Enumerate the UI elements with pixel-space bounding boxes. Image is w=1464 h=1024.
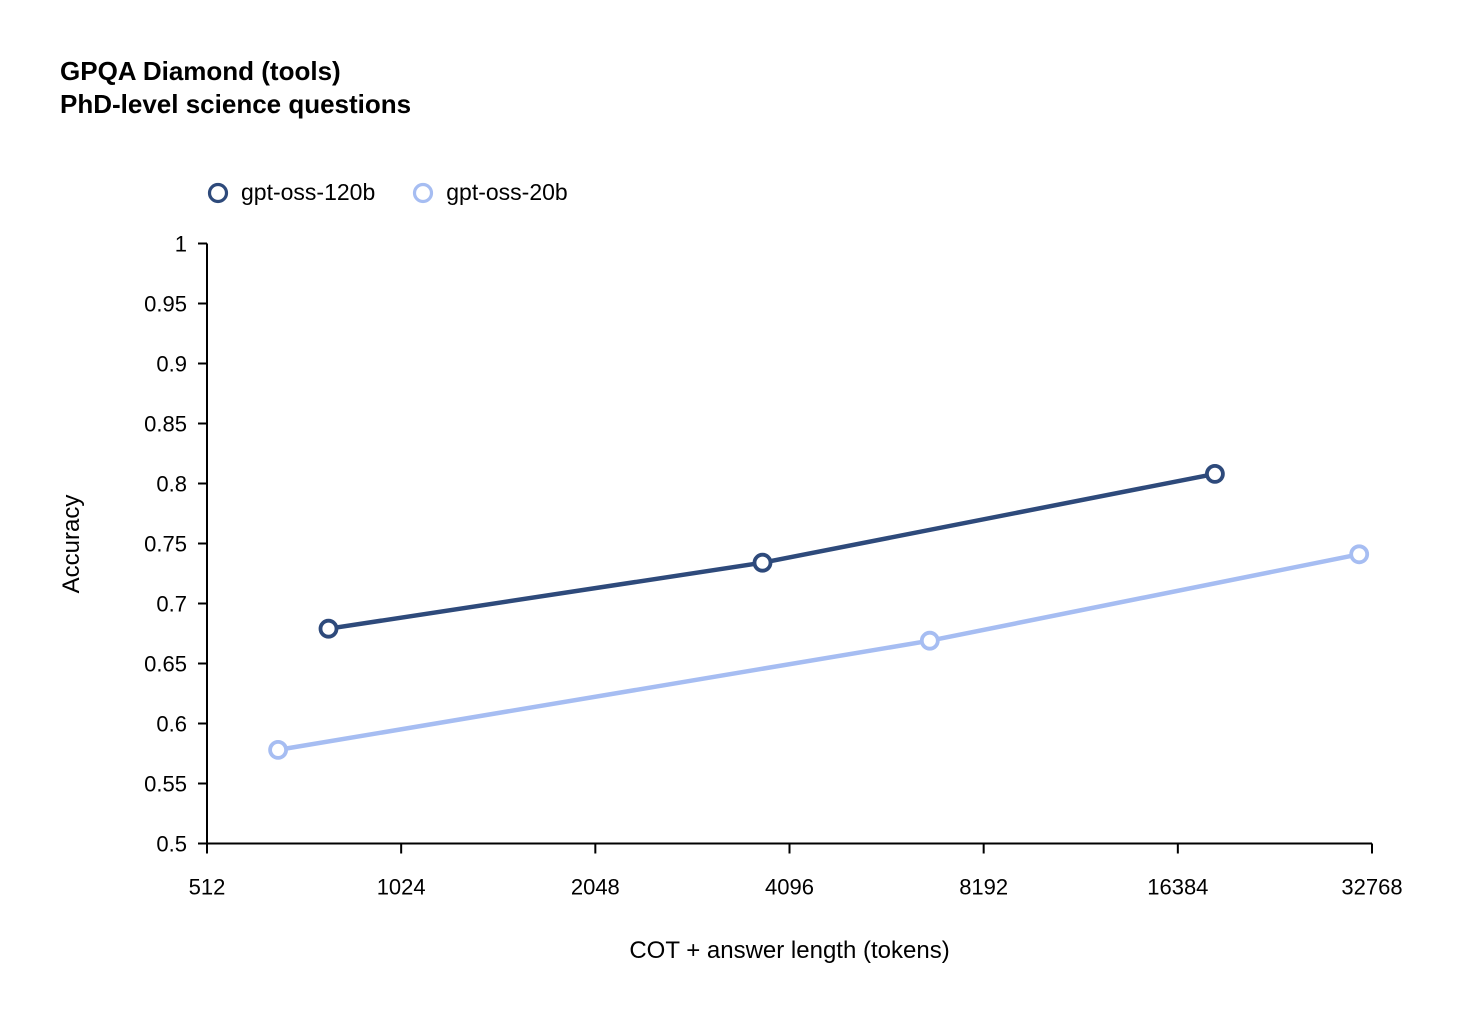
y-tick-label: 0.8	[156, 472, 187, 497]
chart-title-block: GPQA Diamond (tools) PhD-level science q…	[60, 55, 411, 121]
series-line-gpt-oss-120b	[326, 471, 1218, 631]
chart-subtitle: PhD-level science questions	[60, 89, 412, 119]
y-tick-label: 0.95	[144, 292, 187, 317]
data-point-marker-gpt-oss-20b	[919, 630, 940, 651]
y-tick-label: 0.55	[144, 772, 187, 797]
y-tick-label: 0.9	[156, 352, 187, 377]
data-point-marker-gpt-oss-120b	[752, 552, 773, 573]
y-axis-title: Accuracy	[58, 494, 85, 594]
y-tick-label: 0.85	[144, 412, 187, 437]
x-tick-label: 1024	[377, 875, 426, 900]
legend-marker-circle-icon	[207, 182, 229, 203]
y-tick-label: 0.7	[156, 592, 187, 617]
series-line-gpt-oss-20b	[275, 552, 1362, 753]
data-point-marker-gpt-oss-120b	[1205, 463, 1225, 484]
legend-marker-circle-icon	[413, 182, 434, 203]
legend: gpt-oss-120b gpt-oss-20b	[206, 179, 568, 206]
x-tick-label: 32768	[1341, 875, 1402, 900]
data-point-marker-gpt-oss-120b	[318, 618, 339, 639]
x-tick-label: 16384	[1147, 875, 1208, 900]
legend-label: gpt-oss-20b	[446, 179, 568, 205]
y-tick-label: 1	[175, 232, 187, 257]
data-point-marker-gpt-oss-20b	[268, 740, 289, 760]
y-tick-label: 0.6	[156, 712, 187, 737]
y-tick-label: 0.5	[156, 832, 187, 857]
legend-item-gpt-oss-20b: gpt-oss-20b	[411, 179, 568, 206]
y-tick-label: 0.75	[144, 532, 187, 557]
legend-label: gpt-oss-120b	[241, 179, 376, 205]
y-tick-label: 0.65	[144, 652, 187, 677]
x-tick-label: 2048	[571, 875, 620, 900]
legend-item-gpt-oss-120b: gpt-oss-120b	[206, 179, 375, 206]
x-tick-label: 4096	[765, 875, 814, 900]
data-point-marker-gpt-oss-20b	[1349, 544, 1370, 565]
x-axis-title: COT + answer length (tokens)	[629, 937, 950, 964]
x-tick-label: 512	[189, 875, 226, 900]
x-tick-label: 8192	[959, 875, 1008, 900]
chart-title: GPQA Diamond (tools)	[60, 56, 341, 86]
